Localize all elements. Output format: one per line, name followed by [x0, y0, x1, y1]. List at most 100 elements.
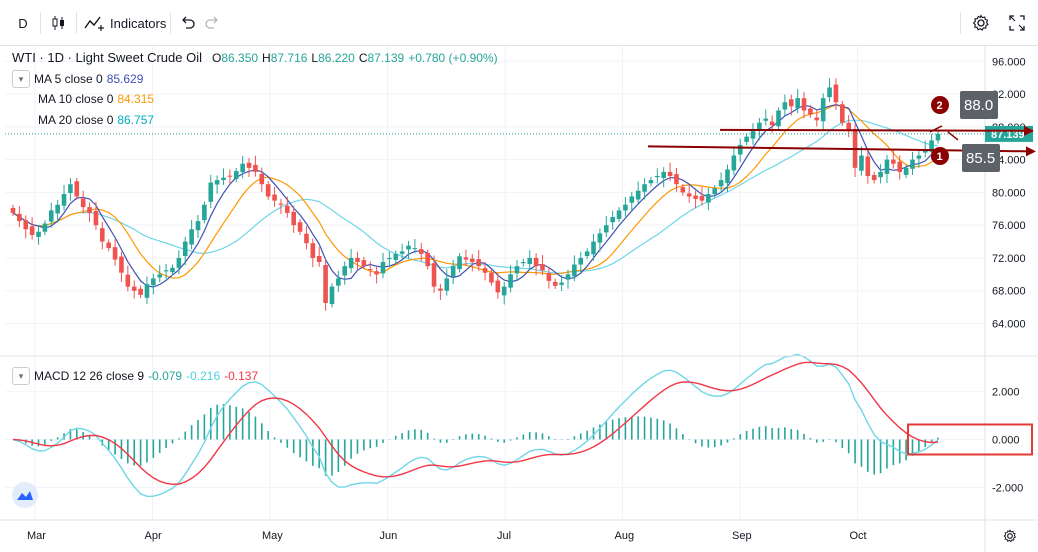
candle-body	[208, 182, 214, 202]
candle-body	[476, 259, 481, 267]
candle-body	[42, 223, 48, 232]
candle-body	[329, 286, 335, 305]
moving-average-lines	[12, 103, 939, 288]
candle-body	[291, 211, 296, 226]
candle-body	[521, 262, 526, 264]
current-price-tag-text: 87.139	[991, 129, 1025, 141]
interval-button[interactable]: D	[18, 15, 28, 31]
candle-body	[23, 220, 29, 230]
toolbar-divider	[170, 12, 171, 34]
candle-body	[750, 130, 756, 139]
x-tick-label: Jun	[380, 530, 398, 542]
candle-body	[106, 242, 111, 249]
candle-body	[131, 286, 137, 291]
level-1-marker-circle	[931, 147, 949, 165]
macd-y-tick-label: 2.000	[992, 387, 1020, 399]
candle-body	[706, 194, 711, 203]
ma5-label: MA 5 close 0	[34, 72, 103, 86]
candle-body	[87, 207, 92, 213]
macd-highlight-box	[907, 423, 1033, 456]
annotations: 87.139 2 88.0 1 85.5	[5, 91, 1036, 456]
chart-canvas[interactable]: 96.00092.00088.00084.00080.00076.00072.0…	[0, 46, 1038, 552]
candle-body	[157, 274, 163, 278]
ma20-legend: MA 20 close 0 86.757	[38, 113, 158, 127]
candle-body	[680, 187, 686, 193]
candle-body	[788, 99, 794, 107]
chart-area[interactable]: 96.00092.00088.00084.00080.00076.00072.0…	[0, 46, 1038, 552]
candle-body	[163, 270, 169, 272]
candle-body	[667, 171, 673, 177]
level-2-line	[719, 128, 1029, 132]
candle-body	[316, 255, 322, 263]
candle-body	[189, 229, 194, 245]
candle-body	[278, 203, 284, 205]
candle-body	[769, 121, 775, 126]
redo-icon[interactable]	[202, 8, 222, 38]
candle-body	[795, 98, 800, 109]
candle-body	[297, 222, 303, 232]
candle-body	[138, 288, 143, 295]
candle-body	[833, 84, 839, 103]
candle-body	[482, 268, 488, 273]
candlestick-series	[10, 78, 941, 311]
candle-body	[699, 196, 705, 201]
candle-body	[221, 177, 226, 181]
candle-body	[119, 256, 124, 273]
candle-body	[310, 243, 316, 258]
candle-body	[763, 118, 769, 121]
undo-icon[interactable]	[178, 8, 198, 38]
ma10-legend: MA 10 close 0 84.315	[38, 92, 158, 106]
logo-icon[interactable]	[12, 482, 38, 508]
candle-body	[285, 205, 290, 213]
candle-body	[808, 108, 813, 115]
down-arrow	[947, 131, 959, 141]
y-tick-label: 68.000	[992, 286, 1026, 298]
ma10-line	[12, 104, 939, 279]
candle-body	[922, 149, 928, 153]
collapse-macd-icon[interactable]: ▾	[12, 367, 30, 385]
candle-body	[508, 274, 513, 288]
candle-body	[80, 198, 86, 208]
indicators-button[interactable]: Indicators	[84, 8, 166, 38]
y-tick-label: 80.000	[992, 187, 1026, 199]
candle-body	[195, 221, 201, 231]
candle-body	[871, 175, 877, 181]
candle-body	[820, 98, 826, 122]
toolbar-divider	[40, 12, 41, 34]
ma20-label: MA 20 close 0	[38, 113, 114, 127]
candle-body	[355, 257, 360, 263]
macd-y-tick-label: -2.000	[992, 482, 1023, 494]
candle-body	[903, 167, 909, 175]
candle-body	[17, 213, 22, 222]
candle-body	[578, 257, 584, 265]
candles-icon[interactable]	[48, 8, 70, 38]
candle-body	[546, 273, 552, 281]
axis-settings-icon[interactable]	[1000, 526, 1020, 546]
candle-body	[897, 161, 903, 172]
macd-signal-line	[12, 361, 939, 486]
indicators-label: Indicators	[110, 15, 167, 31]
level-2-arrow	[1024, 125, 1034, 136]
ma10-value: 84.315	[117, 92, 155, 106]
ma5-legend: ▾ MA 5 close 0 85.629	[12, 70, 147, 88]
candle-body	[176, 257, 182, 268]
x-tick-label: Apr	[145, 530, 162, 542]
candle-body	[259, 173, 265, 185]
settings-icon[interactable]	[970, 8, 992, 38]
candle-body	[514, 266, 520, 274]
ma5-value: 85.629	[106, 72, 144, 86]
open-value: 86.350	[221, 50, 259, 65]
candle-body	[253, 164, 258, 172]
candle-body	[533, 257, 539, 267]
macd-hist-value: -0.079	[148, 369, 183, 383]
candle-body	[597, 233, 603, 243]
x-tick-label: Aug	[615, 530, 635, 542]
fullscreen-icon[interactable]	[1006, 8, 1028, 38]
candle-body	[444, 278, 450, 291]
candle-body	[93, 210, 99, 226]
candle-body	[584, 251, 590, 256]
candle-body	[100, 228, 105, 242]
candle-body	[731, 155, 737, 171]
candle-body	[387, 257, 392, 260]
collapse-legend-icon[interactable]: ▾	[12, 70, 30, 88]
